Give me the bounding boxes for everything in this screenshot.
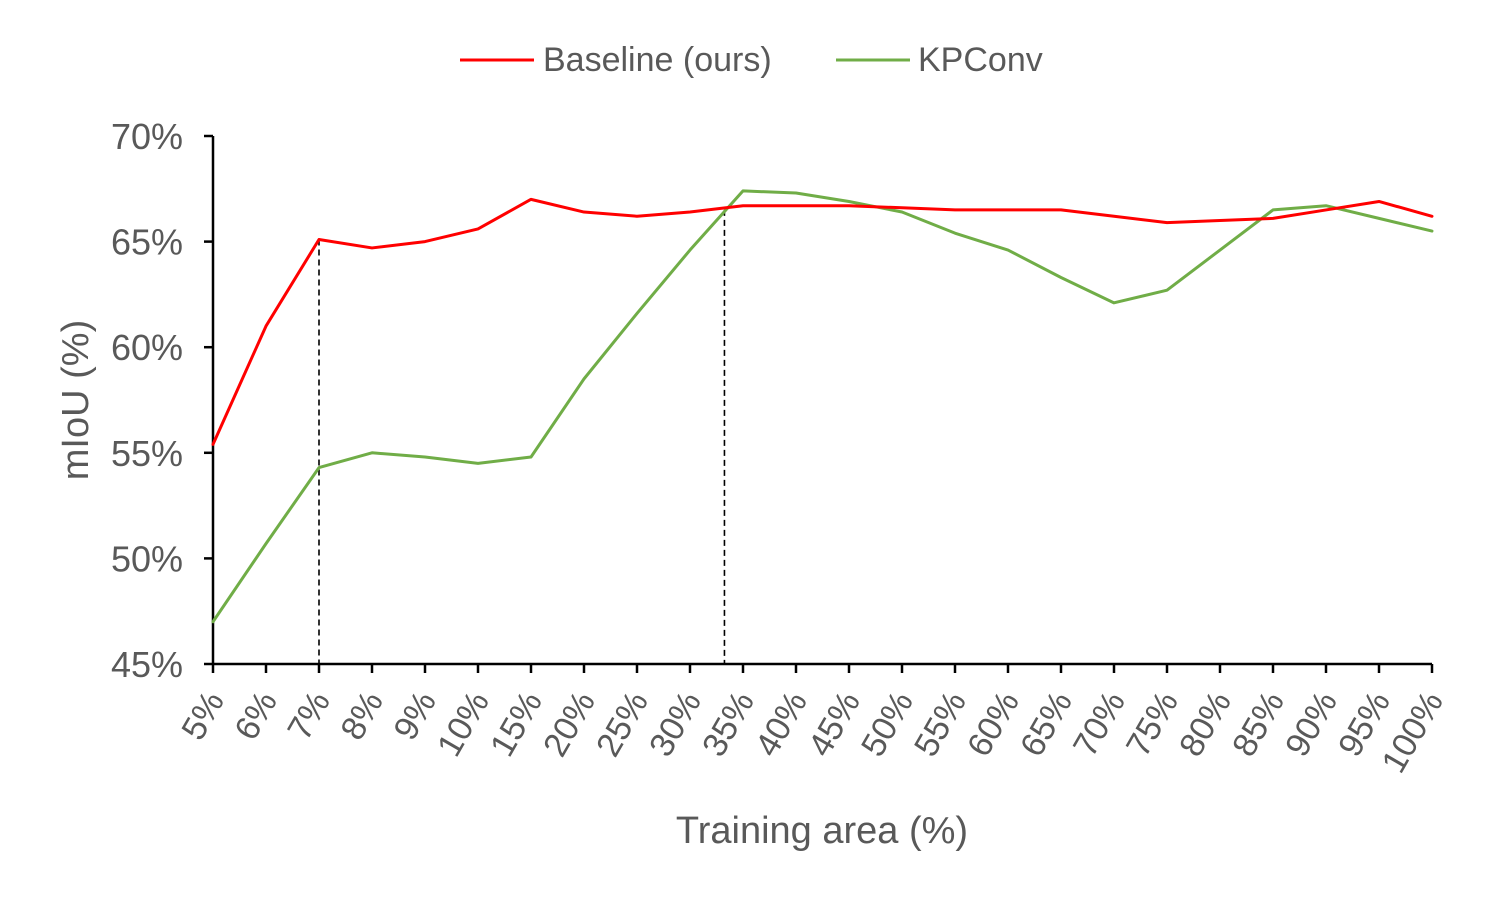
x-tick-label: 45%	[801, 685, 868, 763]
x-tick-label: 6%	[227, 685, 284, 747]
x-tick-label: 85%	[1225, 685, 1292, 763]
x-tick-label: 35%	[695, 685, 762, 763]
x-tick-label: 20%	[536, 685, 603, 763]
x-tick-label: 30%	[642, 685, 709, 763]
x-tick-label: 55%	[907, 685, 974, 763]
y-tick-label: 65%	[111, 222, 183, 263]
x-tick-label: 80%	[1172, 685, 1239, 763]
y-tick-label: 60%	[111, 327, 183, 368]
series-lines	[211, 189, 1434, 624]
x-tick-label: 75%	[1119, 685, 1186, 763]
x-tick-label: 60%	[960, 685, 1027, 763]
legend-label-kpconv: KPConv	[918, 41, 1043, 79]
y-tick-label: 45%	[111, 644, 183, 685]
x-tick-label: 15%	[483, 685, 550, 763]
x-axis-title: Training area (%)	[676, 810, 968, 852]
x-tick-label: 50%	[854, 685, 921, 763]
axes	[211, 136, 1432, 666]
series-line-kpconv	[211, 189, 1434, 624]
x-tick-label: 7%	[280, 685, 337, 747]
x-tick-label: 70%	[1066, 685, 1133, 763]
x-tick-label: 5%	[174, 685, 231, 747]
x-tick-label: 90%	[1278, 685, 1345, 763]
y-axis-title: mIoU (%)	[55, 320, 97, 480]
x-tick-label: 10%	[430, 685, 497, 763]
x-tick-label: 40%	[748, 685, 815, 763]
x-tick-label: 8%	[333, 685, 390, 747]
y-ticks: 45% 50% 55% 60% 65% 70%	[111, 116, 213, 685]
x-tick-label: 25%	[589, 685, 656, 763]
x-ticks: 5%6%7%8%9%10%15%20%25%30%35%40%45%50%55%…	[174, 664, 1451, 779]
legend: Baseline (ours) KPConv	[460, 41, 1043, 79]
reference-lines	[318, 209, 726, 664]
y-tick-label: 55%	[111, 433, 183, 474]
legend-label-baseline: Baseline (ours)	[543, 41, 772, 79]
y-tick-label: 70%	[111, 116, 183, 157]
y-tick-label: 50%	[111, 538, 183, 579]
series-line-baseline-ours	[211, 197, 1434, 446]
x-tick-label: 65%	[1013, 685, 1080, 763]
